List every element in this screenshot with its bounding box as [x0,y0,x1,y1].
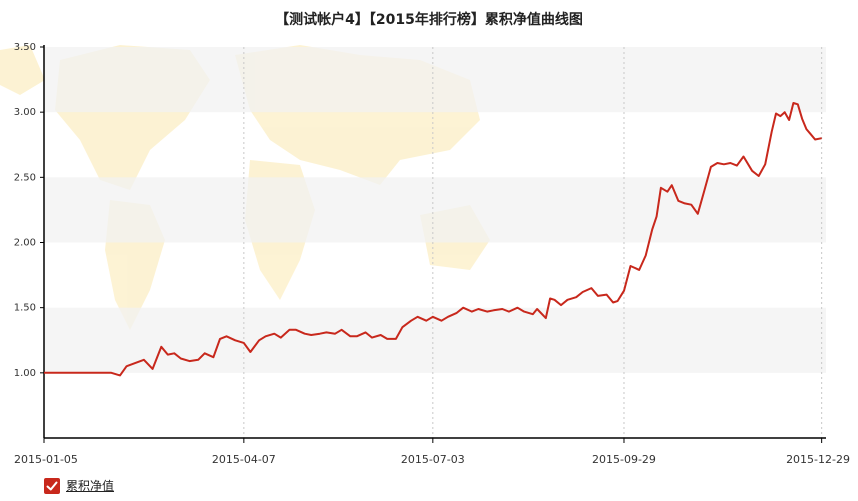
legend-label[interactable]: 累积净值 [66,479,115,493]
legend[interactable]: 累积净值 [44,477,114,494]
x-tick-label: 2015-01-05 [14,453,78,466]
y-tick-label: 3.00 [14,107,36,118]
legend-checkbox[interactable] [44,477,60,494]
chart-title: 【测试帐户4】【2015年排行榜】累积净值曲线图 [275,11,583,28]
checkmark-icon [46,481,58,490]
y-tick-label: 1.50 [14,303,36,314]
y-tick-label: 1.00 [14,368,36,379]
series-line-cumulative-nav [44,102,822,377]
y-tick-label: 2.50 [14,172,36,183]
y-tick-label: 3.50 [14,42,36,53]
x-tick-label: 2015-12-29 [786,453,850,466]
x-tick-label: 2015-07-03 [401,453,465,466]
x-tick-label: 2015-04-07 [212,453,276,466]
grid-band [44,47,826,113]
grid-band [44,177,826,243]
x-tick-label: 2015-09-29 [592,453,656,466]
y-tick-label: 2.00 [14,238,36,249]
